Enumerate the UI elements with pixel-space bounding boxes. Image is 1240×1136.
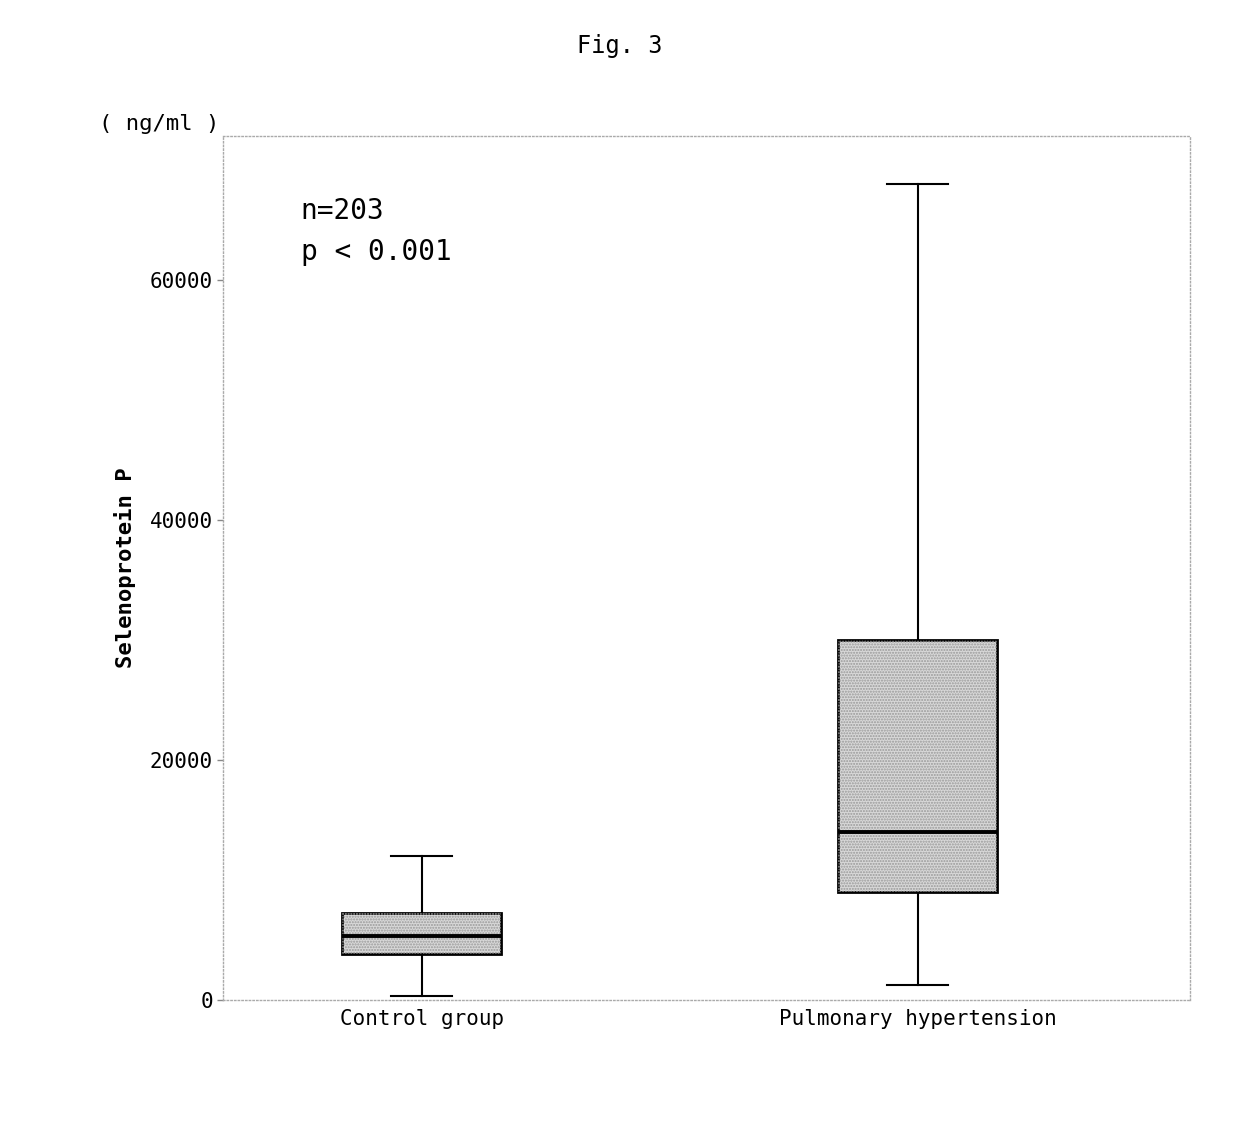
Y-axis label: Selenoprotein P: Selenoprotein P <box>114 468 135 668</box>
Bar <box>838 640 997 892</box>
Text: ( ng/ml ): ( ng/ml ) <box>99 114 219 134</box>
Text: n=203
p < 0.001: n=203 p < 0.001 <box>300 197 451 266</box>
Bar <box>838 640 997 892</box>
Text: Fig. 3: Fig. 3 <box>578 34 662 58</box>
Bar <box>342 913 501 954</box>
Bar <box>342 913 501 954</box>
